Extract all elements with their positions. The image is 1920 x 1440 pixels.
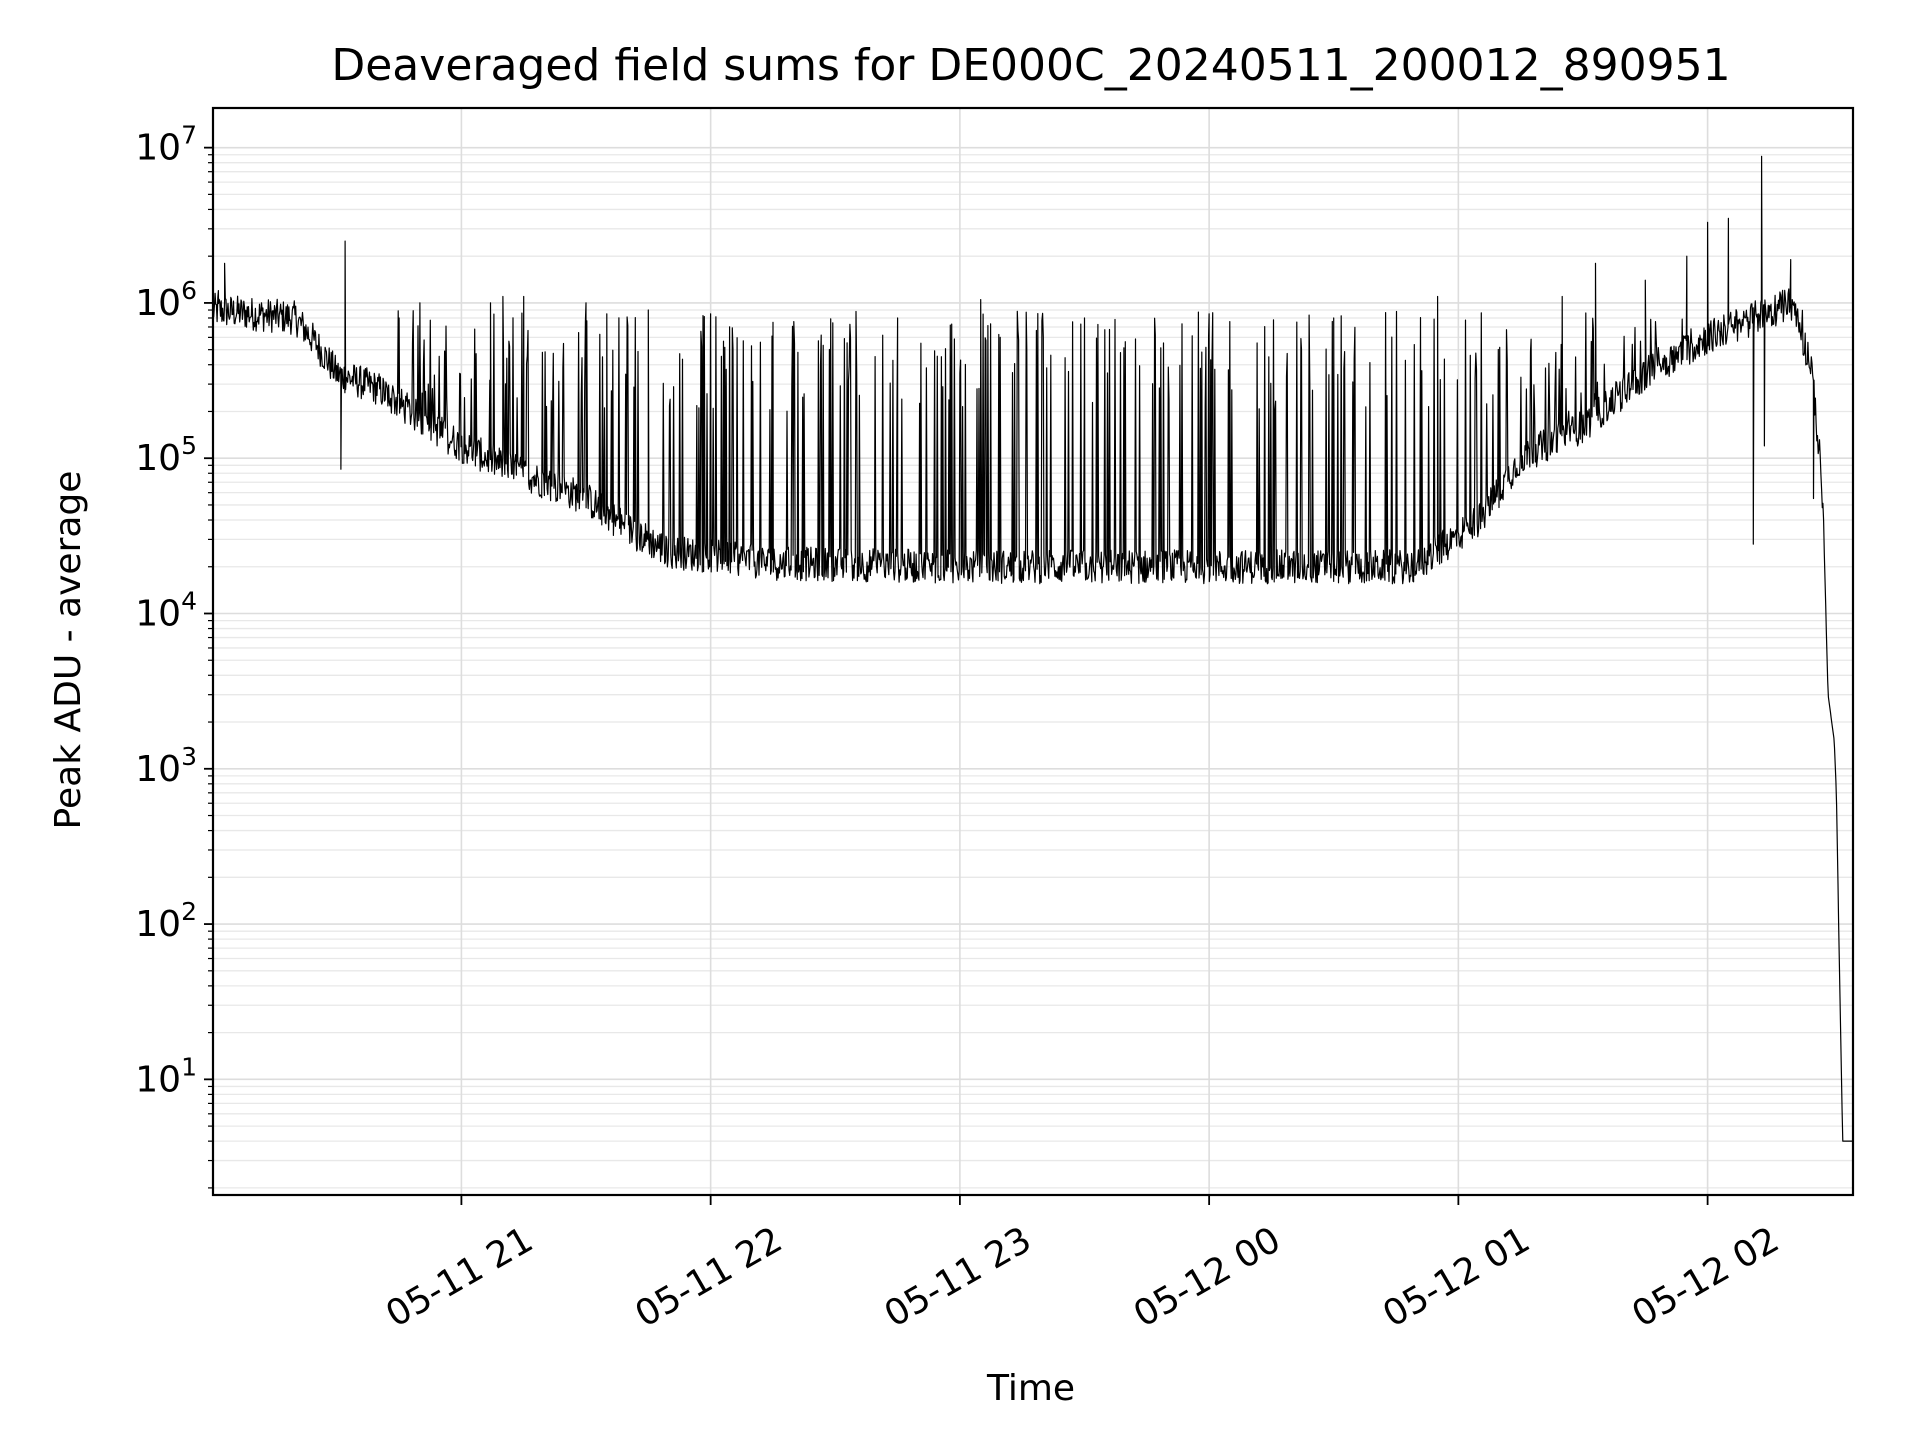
- y-tick-label: 102: [135, 897, 197, 945]
- y-tick-label: 107: [135, 121, 197, 169]
- y-tick-label: 106: [135, 276, 197, 324]
- y-axis: 101 102 103 104 105 106 107: [135, 121, 213, 1189]
- y-axis-label: Peak ADU - average: [48, 471, 89, 830]
- y-tick-label: 105: [135, 431, 197, 479]
- y-tick-label: 103: [135, 742, 197, 790]
- plot-area: [212, 155, 1853, 1142]
- x-axis-label: Time: [986, 1368, 1075, 1409]
- y-tick-label: 104: [135, 586, 197, 634]
- chart-title: Deaveraged field sums for DE000C_2024051…: [331, 40, 1730, 91]
- series-line: [212, 155, 1853, 1142]
- y-tick-label: 101: [135, 1052, 197, 1100]
- grid: [213, 108, 1853, 1195]
- axes-frame: [211, 106, 1855, 1197]
